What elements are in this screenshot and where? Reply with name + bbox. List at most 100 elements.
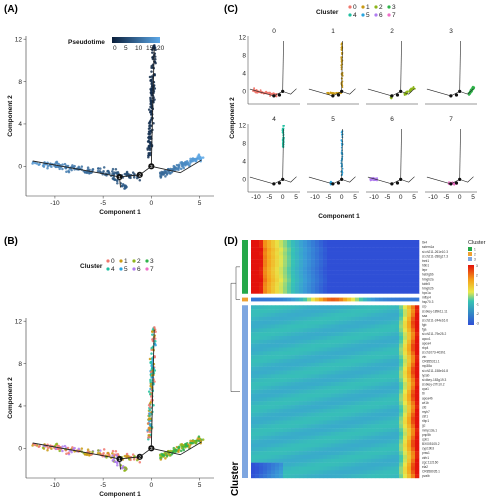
- heatmap-cell: [319, 274, 324, 279]
- pseudotime-tick-label: 10: [135, 45, 143, 52]
- facet-trajectory-line: [341, 88, 356, 95]
- heatmap-cell: [263, 370, 268, 375]
- heatmap-cell: [371, 458, 376, 463]
- heatmap-cell: [379, 289, 384, 294]
- branch-point: [136, 453, 143, 460]
- heatmap-cell: [347, 259, 352, 264]
- heatmap-cell: [287, 435, 292, 440]
- gene-label: si:ch211-286g17.3: [422, 254, 448, 258]
- facet-cell-point: [340, 139, 343, 142]
- cell-point: [179, 167, 183, 171]
- heatmap-cell: [331, 397, 336, 402]
- heatmap-cell: [411, 378, 416, 383]
- heatmap-cell: [339, 339, 344, 344]
- heatmap-cell: [287, 351, 292, 356]
- cell-point: [182, 444, 185, 447]
- cell-point: [67, 169, 70, 173]
- heatmap-cell: [295, 397, 300, 402]
- heatmap-cell: [291, 401, 296, 406]
- heatmap-cell: [387, 474, 392, 479]
- heatmap-cell: [407, 312, 412, 317]
- heatmap-cell: [275, 385, 280, 390]
- heatmap-cell: [279, 366, 284, 371]
- cluster-legend-swatch: [145, 267, 149, 271]
- heatmap-cell: [291, 428, 296, 433]
- heatmap-cell: [415, 355, 420, 360]
- heatmap-cell: [407, 370, 412, 375]
- heatmap-cell: [375, 247, 380, 252]
- heatmap-cell: [259, 297, 264, 302]
- heatmap-cell: [363, 385, 368, 390]
- heatmap-cell: [347, 274, 352, 279]
- heatmap-cell: [271, 259, 276, 264]
- heatmap-cell: [331, 378, 336, 383]
- heatmap-cell: [363, 466, 368, 471]
- heatmap-cell: [411, 347, 416, 352]
- heatmap-cell: [391, 240, 396, 245]
- heatmap-cell: [363, 412, 368, 417]
- heatmap-cell: [331, 428, 336, 433]
- heatmap-cell: [399, 439, 404, 444]
- pseudotime-legend-title: Pseudotime: [68, 39, 105, 46]
- heatmap-cell: [299, 339, 304, 344]
- heatmap-cell: [403, 259, 408, 264]
- facet-branch-point: [399, 177, 403, 181]
- heatmap-cell: [331, 266, 336, 271]
- facet-trajectory-line: [459, 40, 461, 92]
- gene-label: si:dkey-189k11.11: [422, 309, 448, 313]
- heatmap-cell: [299, 447, 304, 452]
- heatmap-cell: [327, 447, 332, 452]
- heatmap-cell: [315, 263, 320, 268]
- heatmap-cell: [255, 474, 260, 479]
- heatmap-cell: [407, 366, 412, 371]
- heatmap-cell: [375, 243, 380, 248]
- cell-point: [149, 401, 152, 405]
- heatmap-cell: [259, 251, 264, 256]
- heatmap-cell: [279, 420, 284, 425]
- heatmap-cell: [403, 328, 408, 333]
- heatmap-cell: [351, 447, 356, 452]
- heatmap-cell: [323, 393, 328, 398]
- heatmap-cell: [355, 286, 360, 291]
- heatmap-cell: [335, 247, 340, 252]
- heatmap-cell: [303, 385, 308, 390]
- heatmap-cell: [403, 451, 408, 456]
- heatmap-cell: [279, 255, 284, 260]
- heatmap-cell: [363, 266, 368, 271]
- heatmap-cell: [303, 263, 308, 268]
- facet-trajectory-line: [249, 176, 283, 185]
- heatmap-cell: [267, 435, 272, 440]
- heatmap-cell: [275, 255, 280, 260]
- heatmap-cell: [383, 328, 388, 333]
- heatmap-cell: [403, 305, 408, 310]
- heatmap-cell: [263, 339, 268, 344]
- heatmap-cell: [367, 328, 372, 333]
- cell-point: [114, 449, 118, 453]
- heatmap-cell: [339, 324, 344, 329]
- heatmap-cell: [335, 324, 340, 329]
- heatmap-cell: [375, 289, 380, 294]
- cell-point: [148, 428, 151, 431]
- heatmap-cell: [271, 320, 276, 325]
- heatmap-cell: [363, 320, 368, 325]
- gene-label: si:ch211-79e25.2: [422, 332, 446, 336]
- heatmap-cell: [251, 243, 256, 248]
- heatmap-cell: [263, 335, 268, 341]
- heatmap-cell: [395, 451, 400, 456]
- heatmap-cell: [299, 451, 304, 456]
- heatmap-cell: [315, 420, 320, 425]
- heatmap-cell: [315, 282, 320, 287]
- cell-point: [111, 454, 114, 457]
- heatmap-cell: [391, 412, 396, 417]
- heatmap-cell: [399, 405, 404, 410]
- heatmap-cell: [359, 339, 364, 344]
- heatmap-cell: [291, 312, 296, 317]
- heatmap-cell: [287, 328, 292, 333]
- heatmap-cell: [363, 397, 368, 402]
- heatmap-cell: [363, 347, 368, 352]
- cell-point: [123, 469, 127, 472]
- heatmap-cell: [295, 435, 300, 440]
- heatmap-cell: [327, 247, 332, 252]
- heatmap-cell: [255, 435, 260, 440]
